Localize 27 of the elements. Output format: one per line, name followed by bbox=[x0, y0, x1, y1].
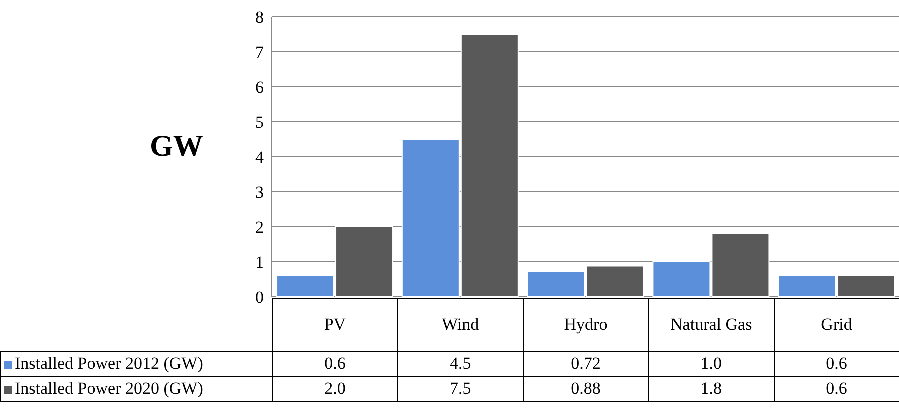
x-tick-label: Wind bbox=[398, 298, 524, 352]
y-tick-label: 5 bbox=[256, 113, 264, 132]
legend-label: Installed Power 2012 (GW) bbox=[0, 352, 272, 376]
y-tick-label: 0 bbox=[256, 288, 264, 308]
legend-label: Installed Power 2020 (GW) bbox=[0, 376, 272, 402]
data-label: 0.6 bbox=[272, 352, 398, 376]
x-tick-label: PV bbox=[272, 298, 398, 352]
y-axis-title: GW bbox=[150, 130, 204, 164]
data-label: 1.8 bbox=[648, 376, 774, 402]
y-tick-label: 6 bbox=[256, 78, 264, 98]
y-tick-label: 8 bbox=[256, 8, 264, 28]
y-tick-label: 3 bbox=[256, 183, 264, 202]
data-label: 2.0 bbox=[272, 376, 398, 402]
y-tick-label: 7 bbox=[256, 43, 264, 62]
y-tick-label: 2 bbox=[256, 218, 264, 238]
data-label: 1.0 bbox=[648, 352, 774, 376]
data-label: 0.6 bbox=[774, 376, 899, 402]
x-tick-label: Hydro bbox=[523, 298, 649, 352]
data-label: 0.72 bbox=[523, 352, 649, 376]
x-tick-label: Grid bbox=[774, 298, 899, 352]
data-label: 0.88 bbox=[523, 376, 649, 402]
data-label: 7.5 bbox=[398, 376, 524, 402]
y-tick-label: 1 bbox=[256, 253, 264, 272]
data-label: 0.6 bbox=[774, 352, 899, 376]
y-tick-label: 4 bbox=[256, 148, 264, 168]
data-label: 4.5 bbox=[398, 352, 524, 376]
x-tick-label: Natural Gas bbox=[648, 298, 774, 352]
